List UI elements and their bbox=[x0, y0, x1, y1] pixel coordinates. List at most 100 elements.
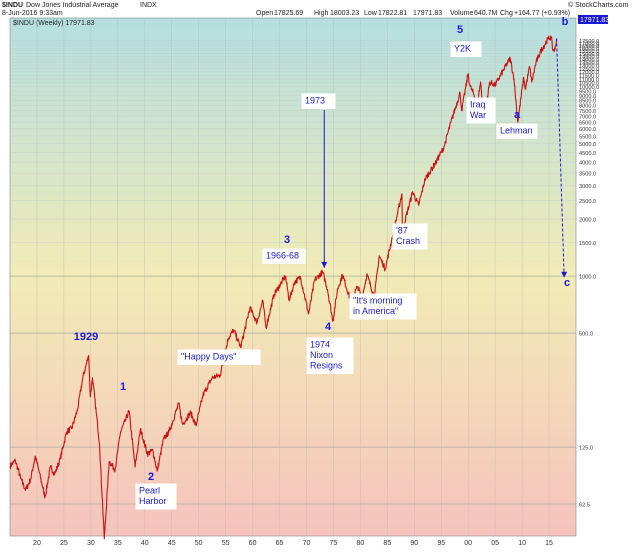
annotation-box bbox=[177, 349, 261, 365]
price-series-line bbox=[9, 35, 558, 540]
open-label: Open bbox=[256, 10, 273, 17]
close-value: 17971.83 bbox=[413, 10, 442, 17]
x-tick-label: 05 bbox=[491, 540, 499, 547]
annotation-box bbox=[301, 93, 336, 109]
annotation-box bbox=[392, 223, 428, 250]
y-tick-label: 2500.0 bbox=[579, 199, 596, 205]
annotation-text: 1974 bbox=[310, 340, 330, 350]
annotation-box bbox=[496, 123, 538, 139]
x-tick-label: 65 bbox=[276, 540, 284, 547]
x-axis-ticks: 20 25 30 35 40 45 50 55 60 65 70 75 80 85 90 95 00 05 10 15 bbox=[33, 540, 553, 547]
symbol-label: $INDU bbox=[2, 2, 23, 9]
y-tick-label: 17000.0 bbox=[579, 41, 599, 47]
wave-label: 1 bbox=[120, 381, 126, 393]
y-tick-label: 15500.0 bbox=[579, 49, 599, 55]
wave-label: c bbox=[564, 277, 570, 289]
x-tick-label: 80 bbox=[356, 540, 364, 547]
y-tick-label: 10000.0 bbox=[579, 85, 599, 91]
x-tick-label: 70 bbox=[303, 540, 311, 547]
volume-label: Volume bbox=[450, 10, 473, 17]
y-tick-label: 7000.0 bbox=[579, 114, 596, 120]
x-tick-label: 75 bbox=[330, 540, 338, 547]
x-tick-label: 15 bbox=[545, 540, 553, 547]
y-tick-label: 14000.0 bbox=[579, 57, 599, 63]
low-value: 17822.81 bbox=[378, 10, 407, 17]
y-tick-label: 10500.0 bbox=[579, 81, 599, 87]
annotation-text: "It's morning bbox=[353, 296, 402, 306]
wave-label: 2 bbox=[148, 471, 154, 483]
last-value-label: 17971.83 bbox=[580, 17, 609, 24]
timestamp-label: 8-Jun-2016 9:33am bbox=[2, 10, 63, 17]
x-tick-label: 95 bbox=[437, 540, 445, 547]
annotation-text: Resigns bbox=[310, 361, 343, 371]
wave-label: b bbox=[562, 16, 569, 28]
y-tick-label: 12500.0 bbox=[579, 67, 599, 73]
wave-label: 1929 bbox=[74, 331, 98, 343]
y-tick-label: 3000.0 bbox=[579, 184, 596, 190]
projection-arrowhead bbox=[561, 271, 568, 278]
wave-label: a bbox=[514, 109, 521, 121]
y-tick-label: 11500.0 bbox=[579, 74, 599, 80]
y-tick-label: 62.5 bbox=[579, 502, 590, 508]
y-gridlines bbox=[10, 40, 576, 505]
y-tick-label: 500.0 bbox=[579, 331, 593, 337]
y-tick-label: 3500.0 bbox=[579, 171, 596, 177]
annotation-text: Iraq bbox=[470, 100, 486, 110]
x-tick-label: 30 bbox=[87, 540, 95, 547]
annotation-box bbox=[466, 97, 496, 124]
x-tick-label: 20 bbox=[33, 540, 41, 547]
wave-label: 3 bbox=[284, 234, 290, 246]
y-tick-label: 14500.0 bbox=[579, 55, 599, 61]
annotation-text: 1973 bbox=[305, 96, 325, 106]
annotation-box bbox=[450, 41, 482, 57]
y-tick-label: 1000.0 bbox=[579, 274, 596, 280]
x-tick-label: 50 bbox=[195, 540, 203, 547]
y-axis-ticks: 62.5 125.0 500.0 1000.0 1500.0 2000.0 2500.0 30… bbox=[579, 39, 599, 508]
x-tick-label: 25 bbox=[60, 540, 68, 547]
annotation-text: in America" bbox=[353, 306, 398, 316]
y-tick-label: 5000.0 bbox=[579, 142, 596, 148]
x-tick-label: 40 bbox=[141, 540, 149, 547]
annotation-text: Nixon bbox=[310, 350, 333, 360]
change-value: +164.77 (+0.93%) bbox=[514, 10, 570, 17]
high-label: High bbox=[314, 10, 329, 17]
x-tick-label: 45 bbox=[168, 540, 176, 547]
annotation-box bbox=[262, 248, 306, 264]
y-tick-label: 5500.0 bbox=[579, 134, 596, 140]
y-tick-label: 13000.0 bbox=[579, 64, 599, 70]
annotation-box bbox=[349, 293, 417, 320]
y-tick-label: 6500.0 bbox=[579, 121, 596, 127]
x-tick-label: 85 bbox=[383, 540, 391, 547]
arrow-1973-head bbox=[321, 261, 328, 268]
x-tick-label: 35 bbox=[114, 540, 122, 547]
x-tick-label: 00 bbox=[464, 540, 472, 547]
y-tick-label: 4000.0 bbox=[579, 160, 596, 166]
y-tick-label: 8000.0 bbox=[579, 103, 596, 109]
y-tick-label: 9000.0 bbox=[579, 94, 596, 100]
y-tick-label: 12000.0 bbox=[579, 70, 599, 76]
y-tick-label: 16500.0 bbox=[579, 44, 599, 50]
low-label: Low bbox=[364, 10, 378, 17]
y-tick-label: 13500.0 bbox=[579, 60, 599, 66]
y-tick-label: 1500.0 bbox=[579, 241, 596, 247]
y-tick-label: 15000.0 bbox=[579, 52, 599, 58]
y-tick-label: 11000.0 bbox=[579, 77, 599, 83]
plot-area bbox=[9, 17, 577, 537]
x-tick-label: 90 bbox=[410, 540, 418, 547]
annotation-text: War bbox=[470, 110, 486, 120]
series-label: $INDU (Weekly) 17971.83 bbox=[13, 20, 95, 27]
annotation-text: '87 bbox=[396, 226, 408, 236]
change-label: Chg bbox=[500, 10, 513, 17]
y-tick-label: 6000.0 bbox=[579, 127, 596, 133]
y-tick-label: 2000.0 bbox=[579, 217, 596, 223]
y-tick-label: 125.0 bbox=[579, 445, 593, 451]
annotation-text: Lehman bbox=[500, 126, 533, 136]
brand-watermark: © StockCharts.com bbox=[568, 1, 629, 9]
annotation-text: Harbor bbox=[139, 496, 167, 506]
x-tick-label: 10 bbox=[518, 540, 526, 547]
y-tick-label: 9500.0 bbox=[579, 89, 596, 95]
high-value: 18003.23 bbox=[330, 10, 359, 17]
